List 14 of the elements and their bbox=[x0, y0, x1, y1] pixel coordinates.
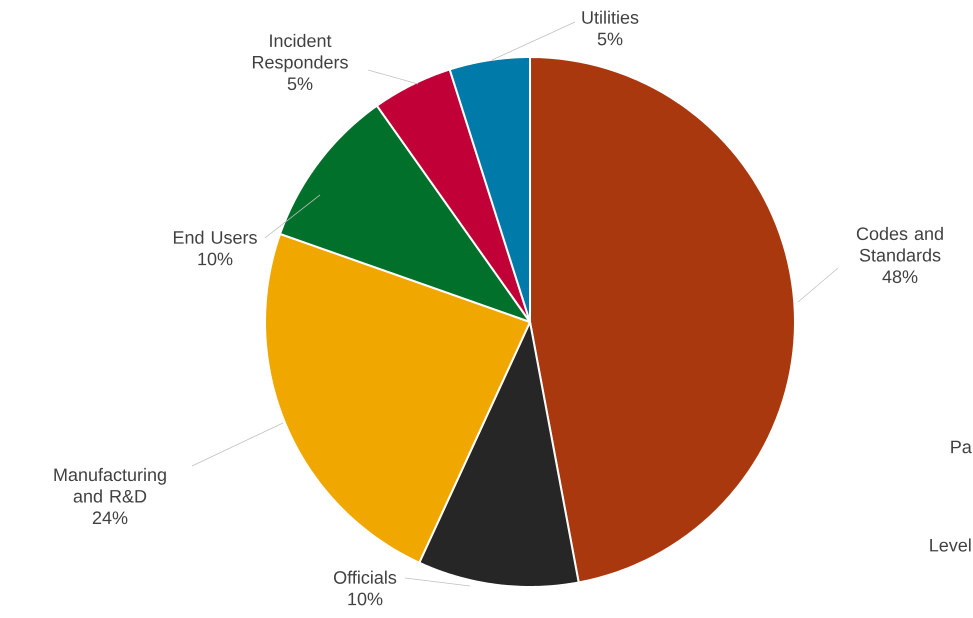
slice-label: End Users bbox=[174, 230, 257, 244]
data-label: 5% bbox=[288, 77, 312, 90]
slice-label: Incident Responders bbox=[252, 34, 348, 72]
text: Pa bbox=[951, 440, 972, 454]
slice-label: Manufacturing and R&D bbox=[54, 468, 166, 503]
data-label: 5% bbox=[598, 32, 622, 46]
text: Level bbox=[930, 538, 971, 552]
data-label: 10% bbox=[348, 592, 382, 606]
data-label: 10% bbox=[198, 252, 232, 266]
slice-label: Officials bbox=[334, 570, 396, 584]
data-label: 48% bbox=[882, 270, 918, 284]
slice-label: Utilities bbox=[582, 10, 638, 24]
data-label: 24% bbox=[92, 511, 128, 524]
slice-label: Codes and Standards bbox=[856, 226, 943, 262]
